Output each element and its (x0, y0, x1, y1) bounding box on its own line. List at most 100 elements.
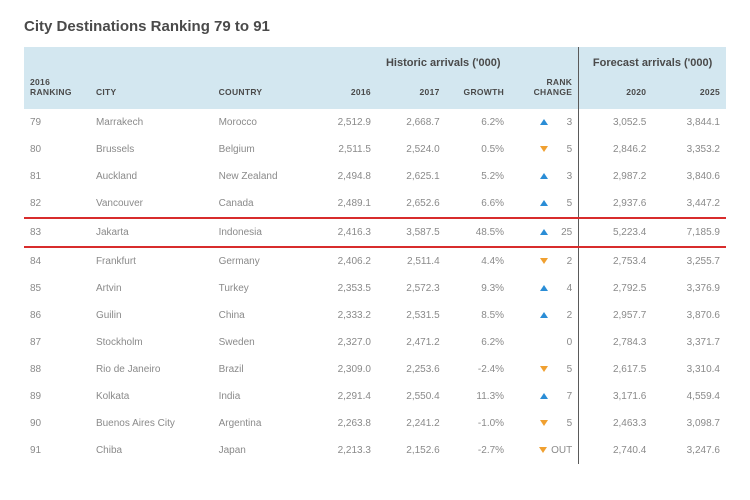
col-growth: GROWTH (446, 73, 510, 109)
cell-rank: 79 (24, 109, 90, 136)
triangle-down-icon (540, 258, 548, 264)
col-ranking: 2016 RANKING (24, 73, 90, 109)
cell-country: Japan (213, 437, 309, 464)
cell-2017: 2,668.7 (377, 109, 446, 136)
cell-2020: 2,617.5 (579, 356, 653, 383)
cell-2025: 3,844.1 (652, 109, 726, 136)
cell-2020: 2,753.4 (579, 247, 653, 275)
cell-rank: 85 (24, 275, 90, 302)
header-group-historic: Historic arrivals ('000) (308, 47, 578, 73)
cell-growth: 6.2% (446, 329, 510, 356)
table-row: 79MarrakechMorocco2,512.92,668.76.2%33,0… (24, 109, 726, 136)
cell-rank: 81 (24, 163, 90, 190)
cell-2016: 2,353.5 (308, 275, 377, 302)
cell-rank-change: 7 (510, 383, 579, 410)
col-rank-change: RANK CHANGE (510, 73, 579, 109)
cell-rank: 90 (24, 410, 90, 437)
cell-2020: 2,463.3 (579, 410, 653, 437)
cell-growth: 9.3% (446, 275, 510, 302)
cell-2017: 2,625.1 (377, 163, 446, 190)
cell-growth: 6.2% (446, 109, 510, 136)
cell-growth: 11.3% (446, 383, 510, 410)
cell-2025: 3,310.4 (652, 356, 726, 383)
cell-2017: 2,524.0 (377, 136, 446, 163)
cell-2025: 3,870.6 (652, 302, 726, 329)
cell-2020: 2,740.4 (579, 437, 653, 464)
col-country: COUNTRY (213, 73, 309, 109)
cell-city: Stockholm (90, 329, 213, 356)
cell-rank: 84 (24, 247, 90, 275)
table-row: 90Buenos Aires CityArgentina2,263.82,241… (24, 410, 726, 437)
cell-2016: 2,494.8 (308, 163, 377, 190)
cell-city: Buenos Aires City (90, 410, 213, 437)
table-row: 87StockholmSweden2,327.02,471.26.2%02,78… (24, 329, 726, 356)
cell-2017: 2,550.4 (377, 383, 446, 410)
cell-rank-change: 4 (510, 275, 579, 302)
cell-city: Kolkata (90, 383, 213, 410)
cell-rank: 82 (24, 190, 90, 218)
cell-rank-change: 25 (510, 218, 579, 247)
table-row: 91ChibaJapan2,213.32,152.6-2.7%OUT2,740.… (24, 437, 726, 464)
cell-rank: 87 (24, 329, 90, 356)
cell-growth: -2.7% (446, 437, 510, 464)
cell-city: Vancouver (90, 190, 213, 218)
cell-2017: 2,253.6 (377, 356, 446, 383)
table-row: 83JakartaIndonesia2,416.33,587.548.5%255… (24, 218, 726, 247)
table-row: 80BrusselsBelgium2,511.52,524.00.5%52,84… (24, 136, 726, 163)
cell-2017: 2,511.4 (377, 247, 446, 275)
triangle-up-icon (540, 200, 548, 206)
cell-2025: 3,840.6 (652, 163, 726, 190)
cell-country: Germany (213, 247, 309, 275)
cell-2016: 2,489.1 (308, 190, 377, 218)
cell-2020: 2,846.2 (579, 136, 653, 163)
cell-country: Morocco (213, 109, 309, 136)
cell-country: India (213, 383, 309, 410)
cell-city: Guilin (90, 302, 213, 329)
cell-rank-change: 5 (510, 356, 579, 383)
cell-country: China (213, 302, 309, 329)
triangle-down-icon (540, 420, 548, 426)
cell-city: Auckland (90, 163, 213, 190)
cell-2017: 2,572.3 (377, 275, 446, 302)
cell-2017: 2,241.2 (377, 410, 446, 437)
table-row: 85ArtvinTurkey2,353.52,572.39.3%42,792.5… (24, 275, 726, 302)
cell-country: Indonesia (213, 218, 309, 247)
cell-rank-change: 3 (510, 109, 579, 136)
cell-rank-change: 3 (510, 163, 579, 190)
cell-city: Rio de Janeiro (90, 356, 213, 383)
col-2025: 2025 (652, 73, 726, 109)
cell-2016: 2,263.8 (308, 410, 377, 437)
cell-2020: 2,957.7 (579, 302, 653, 329)
cell-2025: 3,447.2 (652, 190, 726, 218)
cell-city: Chiba (90, 437, 213, 464)
triangle-up-icon (540, 312, 548, 318)
cell-growth: 5.2% (446, 163, 510, 190)
table-row: 84FrankfurtGermany2,406.22,511.44.4%22,7… (24, 247, 726, 275)
cell-2025: 3,353.2 (652, 136, 726, 163)
cell-country: Belgium (213, 136, 309, 163)
cell-rank: 89 (24, 383, 90, 410)
cell-country: Argentina (213, 410, 309, 437)
cell-country: New Zealand (213, 163, 309, 190)
cell-2020: 3,171.6 (579, 383, 653, 410)
col-city: CITY (90, 73, 213, 109)
cell-rank-change: 5 (510, 410, 579, 437)
cell-city: Marrakech (90, 109, 213, 136)
triangle-up-icon (540, 173, 548, 179)
header-group-forecast: Forecast arrivals ('000) (579, 47, 726, 73)
cell-2020: 2,937.6 (579, 190, 653, 218)
cell-2020: 3,052.5 (579, 109, 653, 136)
triangle-up-icon (540, 285, 548, 291)
ranking-table: Historic arrivals ('000) Forecast arriva… (24, 47, 726, 464)
cell-country: Brazil (213, 356, 309, 383)
cell-growth: 8.5% (446, 302, 510, 329)
cell-2016: 2,512.9 (308, 109, 377, 136)
cell-2025: 3,376.9 (652, 275, 726, 302)
table-row: 89KolkataIndia2,291.42,550.411.3%73,171.… (24, 383, 726, 410)
cell-growth: 6.6% (446, 190, 510, 218)
cell-2016: 2,406.2 (308, 247, 377, 275)
cell-2016: 2,291.4 (308, 383, 377, 410)
cell-rank: 80 (24, 136, 90, 163)
table-row: 81AucklandNew Zealand2,494.82,625.15.2%3… (24, 163, 726, 190)
cell-country: Sweden (213, 329, 309, 356)
